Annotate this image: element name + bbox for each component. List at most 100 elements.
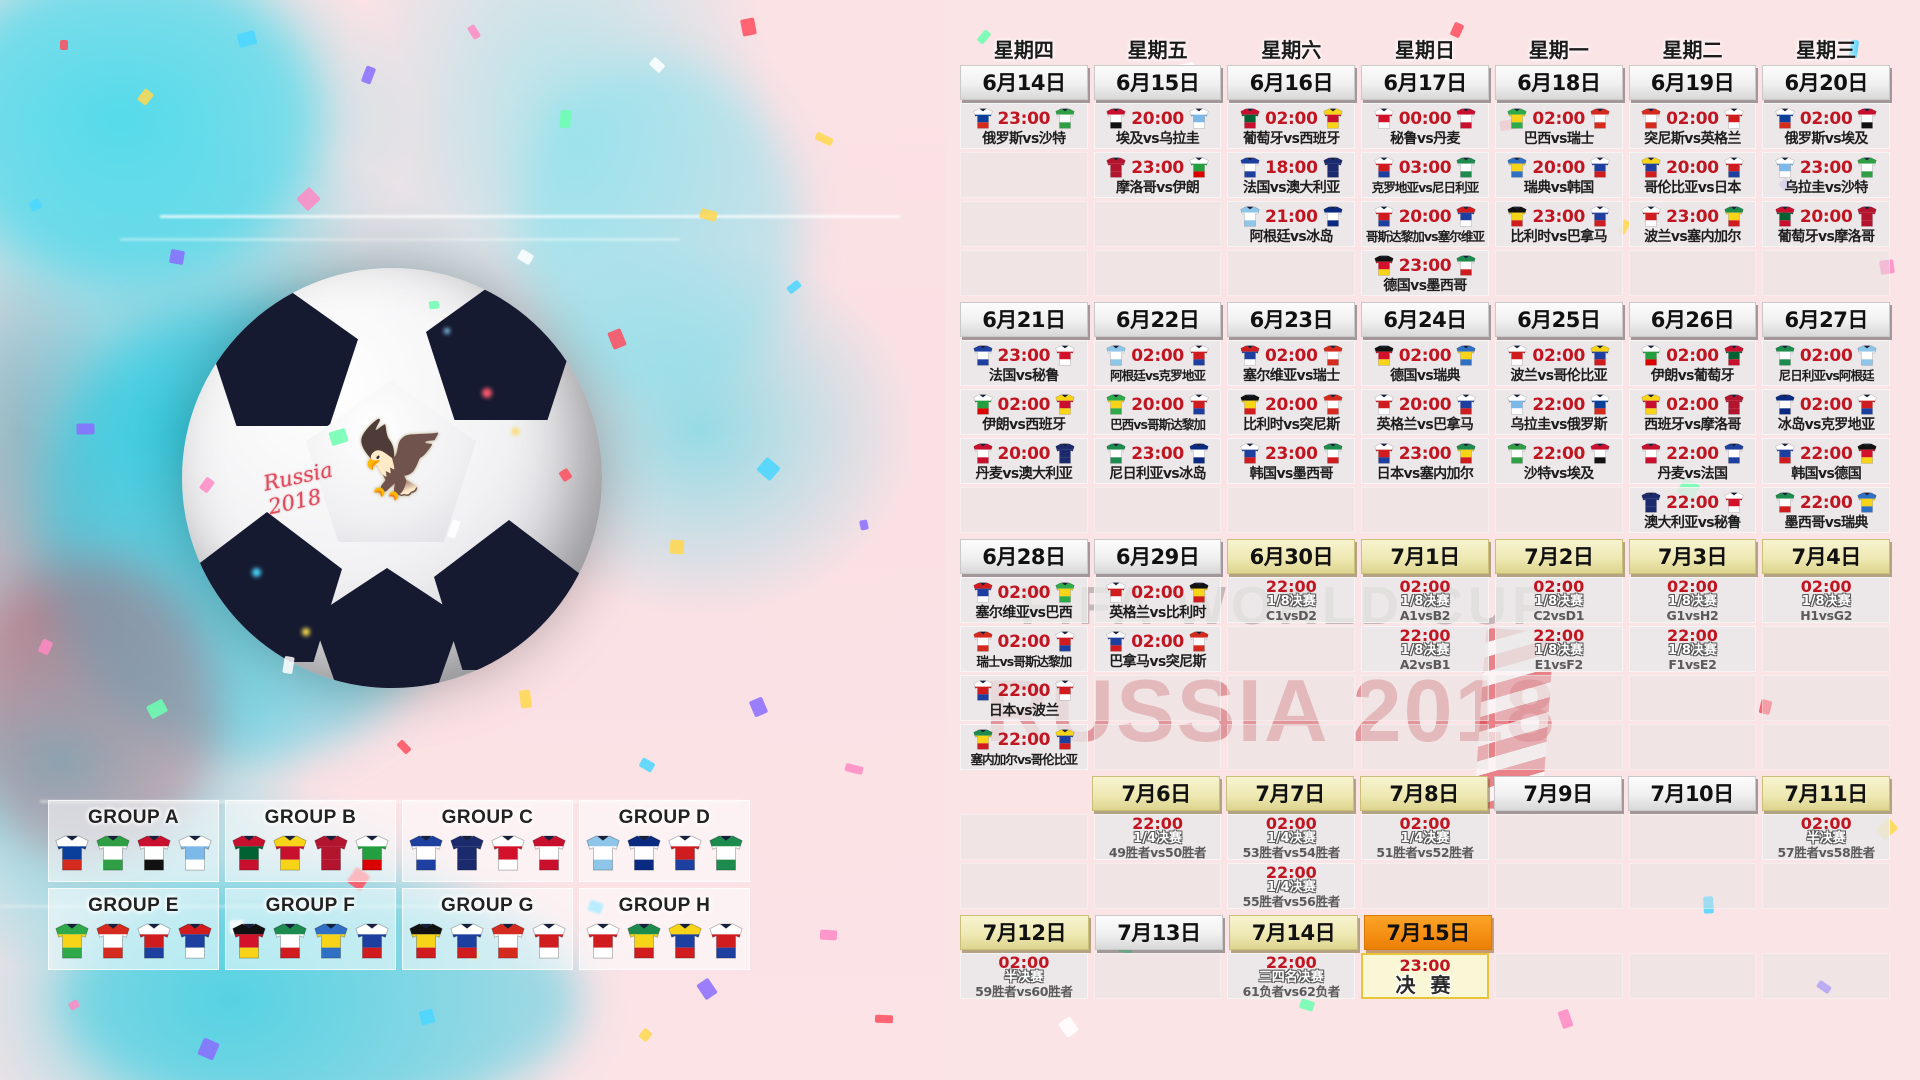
match-card[interactable]: 18:00 法国vs澳大利亚	[1227, 152, 1356, 198]
date-cell-6月19日[interactable]: 6月19日	[1628, 65, 1757, 100]
match-card[interactable]: 02:00 德国vs瑞典	[1361, 340, 1489, 386]
match-card[interactable]: 23:00 德国vs墨西哥	[1361, 250, 1489, 296]
match-card-knockout[interactable]: 22:00 1/8决赛 A2vsB1	[1361, 626, 1489, 672]
group-box-F[interactable]: GROUP F	[225, 888, 396, 970]
match-card[interactable]: 02:00 巴西vs瑞士	[1494, 103, 1623, 149]
date-cell-7月15日[interactable]: 7月15日	[1363, 915, 1493, 950]
match-card[interactable]: 20:00 比利时vs突尼斯	[1227, 389, 1356, 435]
date-cell-6月21日[interactable]: 6月21日	[960, 302, 1088, 337]
match-card[interactable]: 20:00 哥伦比亚vs日本	[1628, 152, 1757, 198]
date-cell-7月10日[interactable]: 7月10日	[1628, 776, 1756, 811]
date-cell-6月30日[interactable]: 6月30日	[1227, 539, 1356, 574]
group-box-E[interactable]: GROUP E	[48, 888, 219, 970]
date-cell-6月24日[interactable]: 6月24日	[1361, 302, 1489, 337]
match-card[interactable]: 02:00 俄罗斯vs埃及	[1762, 103, 1891, 149]
date-cell-7月4日[interactable]: 7月4日	[1762, 539, 1891, 574]
match-card[interactable]: 02:00 瑞士vs哥斯达黎加	[960, 626, 1088, 672]
match-card[interactable]: 22:00 日本vs波兰	[960, 675, 1088, 721]
date-cell-6月14日[interactable]: 6月14日	[960, 65, 1088, 100]
date-cell-6月16日[interactable]: 6月16日	[1227, 65, 1356, 100]
match-card[interactable]: 23:00 乌拉圭vs沙特	[1762, 152, 1891, 198]
group-box-G[interactable]: GROUP G	[402, 888, 573, 970]
match-card[interactable]: 03:00 克罗地亚vs尼日利亚	[1361, 152, 1489, 198]
match-card-knockout[interactable]: 22:00 1/4决赛 55胜者vs56胜者	[1227, 863, 1356, 909]
match-card[interactable]: 22:00 丹麦vs法国	[1628, 438, 1757, 484]
date-cell-6月26日[interactable]: 6月26日	[1628, 302, 1757, 337]
match-card[interactable]: 23:00 尼日利亚vs冰岛	[1093, 438, 1222, 484]
match-card[interactable]: 02:00 伊朗vs葡萄牙	[1628, 340, 1757, 386]
date-cell-6月27日[interactable]: 6月27日	[1762, 302, 1891, 337]
date-cell-6月17日[interactable]: 6月17日	[1361, 65, 1489, 100]
match-card[interactable]: 20:00 丹麦vs澳大利亚	[960, 438, 1088, 484]
date-cell-7月7日[interactable]: 7月7日	[1226, 776, 1354, 811]
date-cell-6月20日[interactable]: 6月20日	[1762, 65, 1891, 100]
date-cell-7月14日[interactable]: 7月14日	[1229, 915, 1358, 950]
match-card[interactable]: 22:00 沙特vs埃及	[1494, 438, 1623, 484]
match-card-knockout[interactable]: 22:00 1/8决赛 E1vsF2	[1494, 626, 1623, 672]
match-card[interactable]: 02:00 伊朗vs西班牙	[960, 389, 1088, 435]
match-card[interactable]: 22:00 塞内加尔vs哥伦比亚	[960, 724, 1088, 770]
group-box-D[interactable]: GROUP D	[579, 800, 750, 882]
match-card[interactable]: 02:00 尼日利亚vs阿根廷	[1762, 340, 1891, 386]
match-card[interactable]: 20:00 瑞典vs韩国	[1494, 152, 1623, 198]
date-cell-6月22日[interactable]: 6月22日	[1093, 302, 1222, 337]
match-card[interactable]: 20:00 葡萄牙vs摩洛哥	[1762, 201, 1891, 247]
match-card[interactable]: 22:00 韩国vs德国	[1762, 438, 1891, 484]
match-card[interactable]: 23:00 比利时vs巴拿马	[1494, 201, 1623, 247]
match-card-knockout[interactable]: 22:00 1/8决赛 C1vsD2	[1227, 577, 1356, 623]
match-card-knockout[interactable]: 02:00 1/8决赛 G1vsH2	[1628, 577, 1757, 623]
group-box-B[interactable]: GROUP B	[225, 800, 396, 882]
date-cell-7月2日[interactable]: 7月2日	[1494, 539, 1623, 574]
match-card-knockout[interactable]: 02:00 1/8决赛 C2vsD1	[1494, 577, 1623, 623]
match-card[interactable]: 00:00 秘鲁vs丹麦	[1361, 103, 1489, 149]
match-card-knockout[interactable]: 22:00 1/8决赛 F1vsE2	[1628, 626, 1757, 672]
match-card-knockout[interactable]: 02:00 半决赛 59胜者vs60胜者	[960, 953, 1088, 999]
date-cell-7月12日[interactable]: 7月12日	[960, 915, 1089, 950]
match-card-knockout[interactable]: 22:00 三四名决赛 61负者vs62负者	[1227, 953, 1356, 999]
date-cell-7月3日[interactable]: 7月3日	[1628, 539, 1757, 574]
date-cell-7月1日[interactable]: 7月1日	[1361, 539, 1489, 574]
date-cell-6月23日[interactable]: 6月23日	[1227, 302, 1356, 337]
group-box-A[interactable]: GROUP A	[48, 800, 219, 882]
match-card[interactable]: 23:00 摩洛哥vs伊朗	[1093, 152, 1222, 198]
match-card-final[interactable]: 23:00 决 赛	[1361, 953, 1489, 999]
match-card[interactable]: 02:00 冰岛vs克罗地亚	[1762, 389, 1891, 435]
match-card[interactable]: 02:00 巴拿马vs突尼斯	[1093, 626, 1222, 672]
match-card-knockout[interactable]: 22:00 1/4决赛 49胜者vs50胜者	[1093, 814, 1222, 860]
match-card[interactable]: 23:00 法国vs秘鲁	[960, 340, 1088, 386]
match-card[interactable]: 02:00 阿根廷vs克罗地亚	[1093, 340, 1222, 386]
date-cell-6月28日[interactable]: 6月28日	[960, 539, 1088, 574]
match-card[interactable]: 20:00 巴西vs哥斯达黎加	[1093, 389, 1222, 435]
match-card-knockout[interactable]: 02:00 1/8决赛 A1vsB2	[1361, 577, 1489, 623]
match-card[interactable]: 20:00 埃及vs乌拉圭	[1093, 103, 1222, 149]
match-card[interactable]: 02:00 塞尔维亚vs瑞士	[1227, 340, 1356, 386]
group-box-C[interactable]: GROUP C	[402, 800, 573, 882]
date-cell-7月8日[interactable]: 7月8日	[1360, 776, 1488, 811]
match-card[interactable]: 02:00 突尼斯vs英格兰	[1628, 103, 1757, 149]
date-cell-6月18日[interactable]: 6月18日	[1494, 65, 1623, 100]
group-box-H[interactable]: GROUP H	[579, 888, 750, 970]
date-cell-6月15日[interactable]: 6月15日	[1093, 65, 1222, 100]
match-card-knockout[interactable]: 02:00 半决赛 57胜者vs58胜者	[1762, 814, 1891, 860]
match-card[interactable]: 23:00 俄罗斯vs沙特	[960, 103, 1088, 149]
match-card[interactable]: 21:00 阿根廷vs冰岛	[1227, 201, 1356, 247]
date-cell-6月25日[interactable]: 6月25日	[1494, 302, 1623, 337]
match-card[interactable]: 22:00 墨西哥vs瑞典	[1762, 487, 1891, 533]
date-cell-7月11日[interactable]: 7月11日	[1762, 776, 1890, 811]
match-card[interactable]: 20:00 哥斯达黎加vs塞尔维亚	[1361, 201, 1489, 247]
date-cell-7月9日[interactable]: 7月9日	[1494, 776, 1622, 811]
date-cell-7月13日[interactable]: 7月13日	[1094, 915, 1224, 950]
match-card-knockout[interactable]: 02:00 1/4决赛 53胜者vs54胜者	[1227, 814, 1356, 860]
match-card[interactable]: 02:00 西班牙vs摩洛哥	[1628, 389, 1757, 435]
date-cell-6月29日[interactable]: 6月29日	[1093, 539, 1222, 574]
match-card[interactable]: 23:00 日本vs塞内加尔	[1361, 438, 1489, 484]
match-card[interactable]: 22:00 乌拉圭vs俄罗斯	[1494, 389, 1623, 435]
match-card[interactable]: 23:00 韩国vs墨西哥	[1227, 438, 1356, 484]
match-card[interactable]: 02:00 塞尔维亚vs巴西	[960, 577, 1088, 623]
match-card[interactable]: 02:00 波兰vs哥伦比亚	[1494, 340, 1623, 386]
match-card[interactable]: 20:00 英格兰vs巴拿马	[1361, 389, 1489, 435]
match-card[interactable]: 02:00 英格兰vs比利时	[1093, 577, 1222, 623]
date-cell-7月6日[interactable]: 7月6日	[1092, 776, 1220, 811]
match-card[interactable]: 23:00 波兰vs塞内加尔	[1628, 201, 1757, 247]
match-card[interactable]: 02:00 葡萄牙vs西班牙	[1227, 103, 1356, 149]
